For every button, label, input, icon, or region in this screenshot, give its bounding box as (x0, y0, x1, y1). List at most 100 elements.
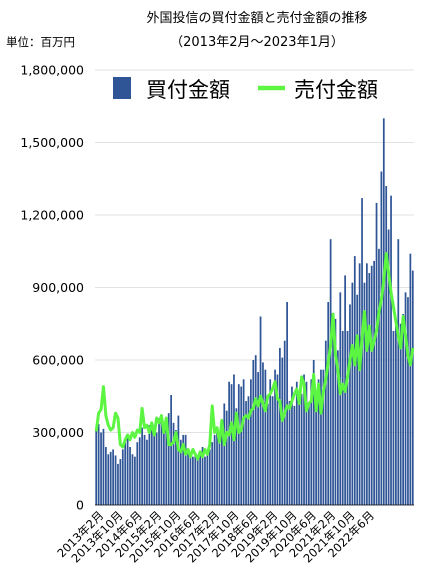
buy-bar (351, 282, 354, 505)
buy-bar (358, 263, 361, 505)
buy-bar (373, 260, 375, 505)
buy-bar (107, 454, 110, 505)
sell-line-path (94, 252, 415, 461)
buy-bar (387, 229, 390, 505)
buy-bar (97, 424, 100, 505)
buy-bar (121, 449, 124, 505)
x-axis-tick-labels: 2013年2月2013年10月2014年6月2015年2月2015年10月201… (54, 508, 377, 565)
buy-bar (201, 447, 204, 505)
buy-bar (380, 171, 383, 505)
buy-bar (119, 459, 122, 505)
buy-bar (295, 381, 298, 505)
buy-bar (221, 420, 223, 505)
buy-bar (240, 386, 243, 505)
y-tick-label: 0 (76, 498, 84, 513)
buy-bar (397, 239, 400, 505)
buy-bar (218, 432, 221, 505)
buy-bar (187, 449, 189, 505)
buy-bar (143, 434, 146, 505)
buy-bar (114, 455, 117, 505)
buy-bar (208, 449, 211, 505)
buy-bar (95, 427, 98, 505)
buy-bars (95, 118, 414, 506)
buy-bar (399, 323, 402, 505)
buy-bar (131, 454, 134, 505)
gridlines (95, 69, 414, 433)
buy-bar (392, 331, 395, 505)
buy-bar (225, 410, 228, 505)
buy-bar (332, 331, 334, 505)
buy-bar (105, 447, 107, 505)
buy-bar (213, 434, 216, 505)
buy-bar (237, 384, 240, 505)
buy-bar (247, 396, 250, 505)
buy-bar (334, 318, 337, 505)
buy-bar (286, 302, 288, 505)
buy-bar (322, 369, 325, 505)
buy-bar (153, 425, 156, 505)
buy-bar (324, 340, 327, 505)
buy-bar (245, 401, 247, 505)
buy-bar (279, 347, 281, 505)
buy-bar (148, 425, 151, 505)
buy-bar (250, 379, 252, 505)
buy-bar (262, 362, 264, 505)
buy-bar (165, 422, 168, 505)
buy-bar (271, 396, 274, 505)
y-tick-label: 300,000 (32, 425, 84, 440)
buy-bar (385, 186, 388, 505)
buy-bar (298, 391, 301, 505)
buy-bar (303, 374, 305, 505)
buy-bar (288, 401, 291, 505)
buy-bar (216, 427, 218, 505)
buy-bar (204, 456, 206, 505)
buy-bar (182, 434, 185, 505)
buy-bar (160, 418, 163, 505)
legend: 買付金額 売付金額 (113, 77, 378, 102)
buy-bar (395, 323, 397, 505)
buy-bar (175, 430, 177, 505)
buy-bar (349, 304, 351, 505)
legend-label-buy: 買付金額 (146, 78, 230, 102)
buy-bar (184, 434, 187, 505)
buy-bar (300, 393, 303, 505)
buy-bar (235, 408, 238, 505)
buy-bar (337, 350, 339, 505)
buy-bar (375, 202, 378, 505)
y-tick-label: 1,200,000 (20, 208, 84, 223)
buy-bar (276, 374, 279, 505)
buy-bar (134, 456, 136, 505)
buy-bar (404, 292, 407, 505)
buy-bar (136, 442, 139, 505)
buy-bar (317, 379, 320, 505)
y-axis-tick-labels: 0 300,000 600,000 900,000 1,200,000 1,500,000… (20, 63, 84, 513)
buy-bar (100, 432, 102, 505)
buy-bar (368, 273, 371, 505)
buy-bar (126, 437, 129, 505)
chart-title: 外国投信の買付金額と売付金額の推移 (146, 10, 367, 26)
buy-bar (274, 369, 276, 505)
buy-bar (177, 415, 180, 505)
buy-bar (366, 263, 368, 505)
buy-bar (138, 437, 141, 505)
buy-bar (242, 379, 245, 505)
buy-bar (228, 381, 230, 505)
buy-bar (329, 239, 332, 505)
chart-subtitle: （2013年2月〜2023年1月） (170, 35, 344, 50)
legend-label-sell: 売付金額 (294, 78, 378, 102)
buy-bar (315, 396, 317, 505)
buy-bar (158, 418, 160, 505)
buy-bar (407, 297, 409, 505)
buy-bar (179, 439, 182, 505)
buy-bar (390, 195, 392, 505)
buy-bar (370, 265, 373, 505)
sell-line (94, 252, 415, 461)
buy-bar (150, 430, 153, 505)
buy-bar (283, 340, 286, 505)
buy-bar (124, 442, 127, 505)
buy-bar (211, 442, 214, 505)
y-tick-label: 900,000 (32, 280, 84, 295)
buy-bar (170, 395, 172, 505)
buy-bar (259, 316, 262, 505)
